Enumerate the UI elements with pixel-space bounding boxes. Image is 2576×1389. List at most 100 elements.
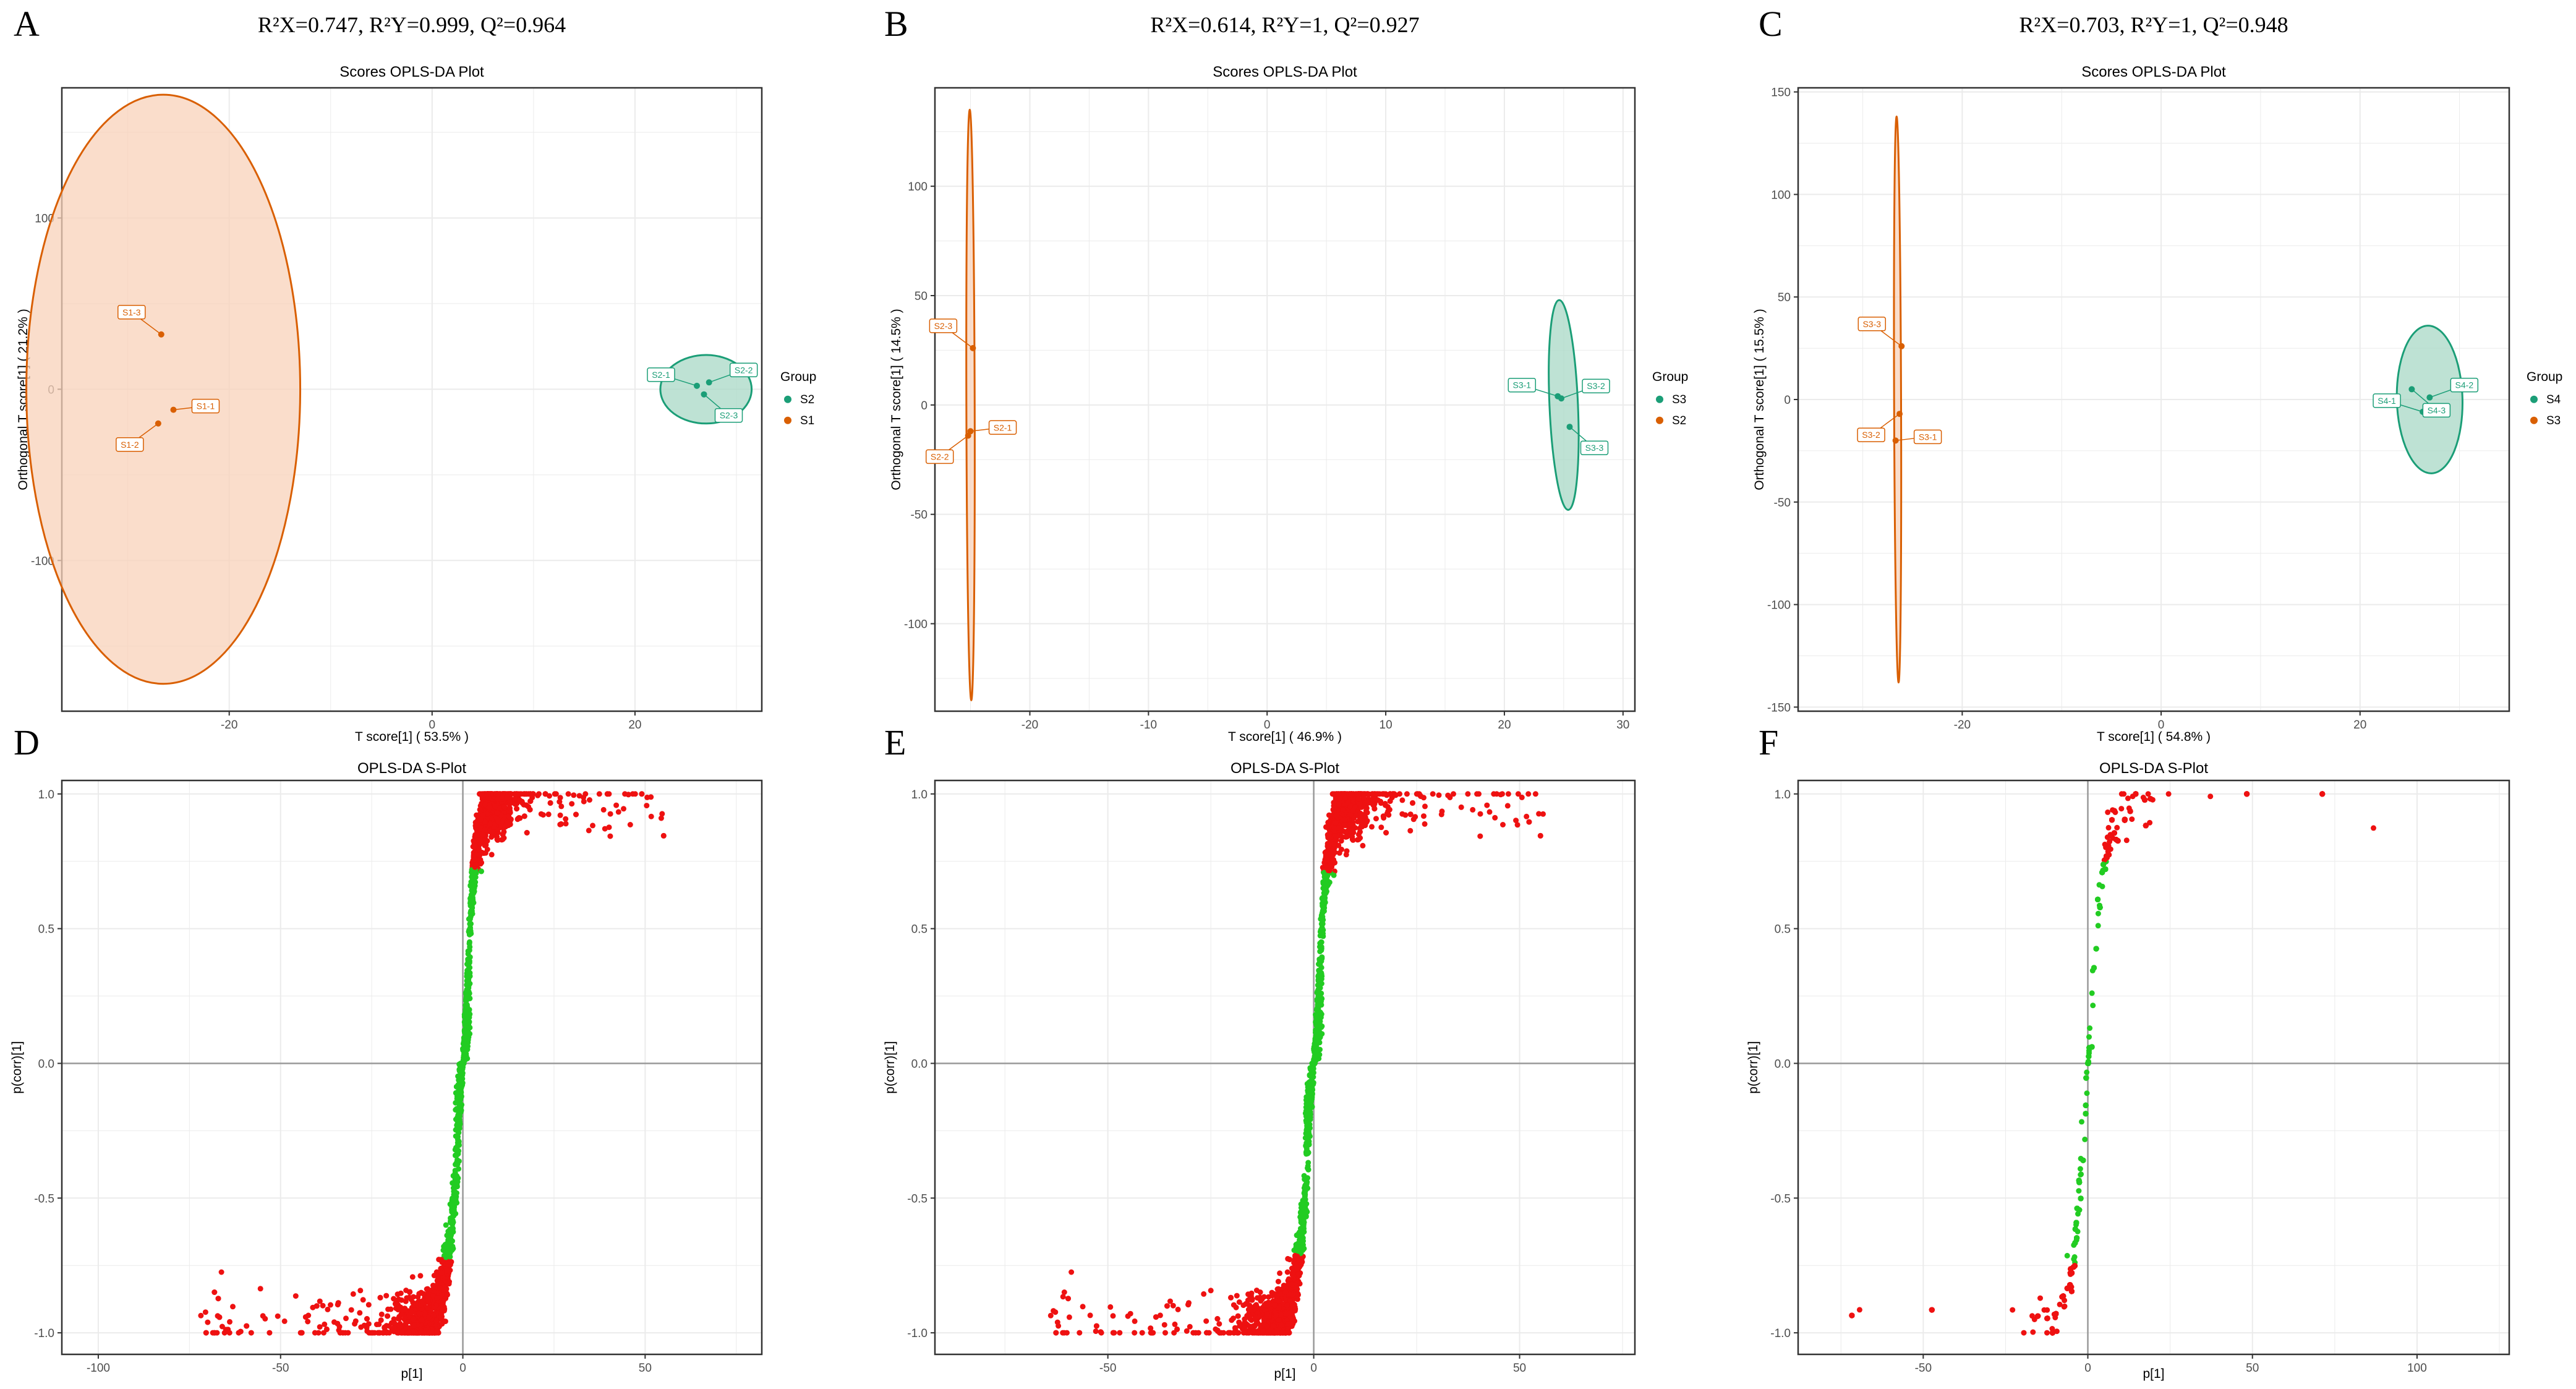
splot-point-red — [1386, 806, 1392, 813]
splot-point-red — [292, 1293, 299, 1299]
splot-point-green — [2082, 1136, 2088, 1142]
splot-point-red — [587, 797, 592, 803]
splot-point-red — [581, 798, 587, 805]
splot-point-red — [1061, 1289, 1067, 1295]
splot-point-green — [466, 916, 472, 922]
splot-point-red — [444, 1268, 450, 1274]
splot-point-red — [313, 1303, 320, 1309]
splot-point-red — [521, 813, 527, 819]
splot-point-red — [512, 796, 518, 802]
plot-title: OPLS-DA S-Plot — [2099, 760, 2208, 777]
plot-frame — [1797, 87, 2510, 712]
sample-point — [2408, 386, 2415, 393]
point-label: S2-3 — [934, 321, 953, 331]
splot-point-red — [262, 1315, 268, 1322]
splot-point-red — [557, 812, 563, 818]
splot-point-red — [408, 1310, 414, 1316]
splot-point-red — [503, 824, 509, 830]
splot-point-red — [385, 1313, 391, 1319]
splot-point-green — [467, 1011, 473, 1017]
splot-point-red — [1524, 813, 1530, 819]
splot-point-red — [395, 1315, 401, 1322]
splot-point-red — [1242, 1320, 1248, 1326]
splot-point-green — [1309, 1072, 1315, 1078]
splot-point-red — [639, 791, 645, 797]
splot-point-red — [1227, 1330, 1233, 1336]
sample-point — [706, 379, 712, 386]
splot-point-red — [1331, 826, 1337, 832]
point-label: S1-2 — [121, 440, 139, 450]
point-label: S2-3 — [720, 411, 738, 421]
splot-point-red — [1363, 805, 1370, 811]
splot-point-red — [1381, 791, 1387, 797]
splot-point-red — [1060, 1294, 1066, 1300]
splot-point-red — [312, 1330, 318, 1336]
x-tick-label: 20 — [2353, 719, 2366, 732]
splot-point-green — [469, 874, 476, 880]
splot-point-red — [1333, 819, 1339, 826]
legend-label: S3 — [1672, 393, 1686, 406]
splot-point-red — [215, 1296, 221, 1302]
sample-point — [694, 382, 701, 389]
splot-point-red — [1276, 1317, 1282, 1323]
splot-point-red — [1132, 1330, 1138, 1336]
plot-frame — [934, 87, 1636, 712]
splot-point-red — [1415, 791, 1421, 797]
x-tick-label: -20 — [1954, 719, 1971, 732]
x-tick-label: 0 — [1264, 719, 1271, 732]
splot-point-red — [475, 832, 480, 838]
splot-point-red — [1365, 791, 1371, 797]
y-axis-label: Orthogonal T score[1] ( 15.5% ) — [1752, 309, 1767, 490]
splot-point-red — [360, 1297, 366, 1303]
splot-point-red — [1325, 867, 1331, 873]
splot-point-red — [576, 793, 582, 799]
splot-point-red — [302, 1314, 309, 1320]
splot-point-red — [1228, 1294, 1234, 1301]
confidence-ellipse — [25, 93, 302, 685]
splot-point-red — [1289, 1281, 1295, 1288]
splot-point-red — [1269, 1293, 1275, 1299]
splot-point-green — [463, 996, 469, 1002]
splot-point-red — [395, 1330, 401, 1336]
splot-point-red — [1208, 1288, 1214, 1294]
splot-point-green — [1320, 921, 1326, 927]
splot-point-red — [1525, 791, 1532, 797]
splot-point-red — [1378, 824, 1384, 831]
splot-point-green — [1320, 910, 1326, 916]
grid-lines — [1798, 88, 2509, 711]
splot-points — [198, 791, 667, 1336]
panel-letter: D — [14, 722, 40, 763]
legend-swatch — [784, 395, 791, 403]
splot-point-red — [1343, 852, 1349, 858]
model-stats: R²X=0.703, R²Y=1, Q²=0.948 — [2019, 12, 2288, 37]
splot-point-red — [1412, 814, 1418, 820]
splot-point-red — [2010, 1307, 2016, 1313]
splot-point-green — [2084, 1069, 2090, 1075]
splot-point-red — [1380, 813, 1386, 819]
sample-point — [158, 331, 164, 338]
splot-point-red — [380, 1330, 386, 1336]
splot-point-red — [434, 1328, 440, 1334]
splot-point-red — [1132, 1318, 1138, 1324]
splot-point-red — [1505, 791, 1511, 797]
splot-point-red — [1430, 791, 1436, 797]
splot-point-green — [1315, 986, 1321, 993]
splot-point-red — [1170, 1302, 1176, 1309]
splot-point-red — [1282, 1289, 1289, 1296]
splot-point-red — [431, 1305, 437, 1311]
splot-point-red — [1421, 813, 1427, 819]
splot-point-red — [437, 1285, 443, 1291]
splot-point-red — [1242, 1325, 1247, 1331]
splot-point-green — [2095, 923, 2101, 929]
splot-point-red — [1532, 791, 1538, 797]
splot-point-red — [1383, 830, 1389, 836]
splot-point-red — [1477, 811, 1483, 817]
splot-point-green — [1306, 1090, 1312, 1095]
legend-label: S3 — [2546, 414, 2561, 427]
splot-point-red — [480, 832, 486, 838]
splot-point-red — [1061, 1330, 1067, 1336]
splot-point-green — [461, 1051, 467, 1057]
splot-point-green — [455, 1148, 461, 1154]
